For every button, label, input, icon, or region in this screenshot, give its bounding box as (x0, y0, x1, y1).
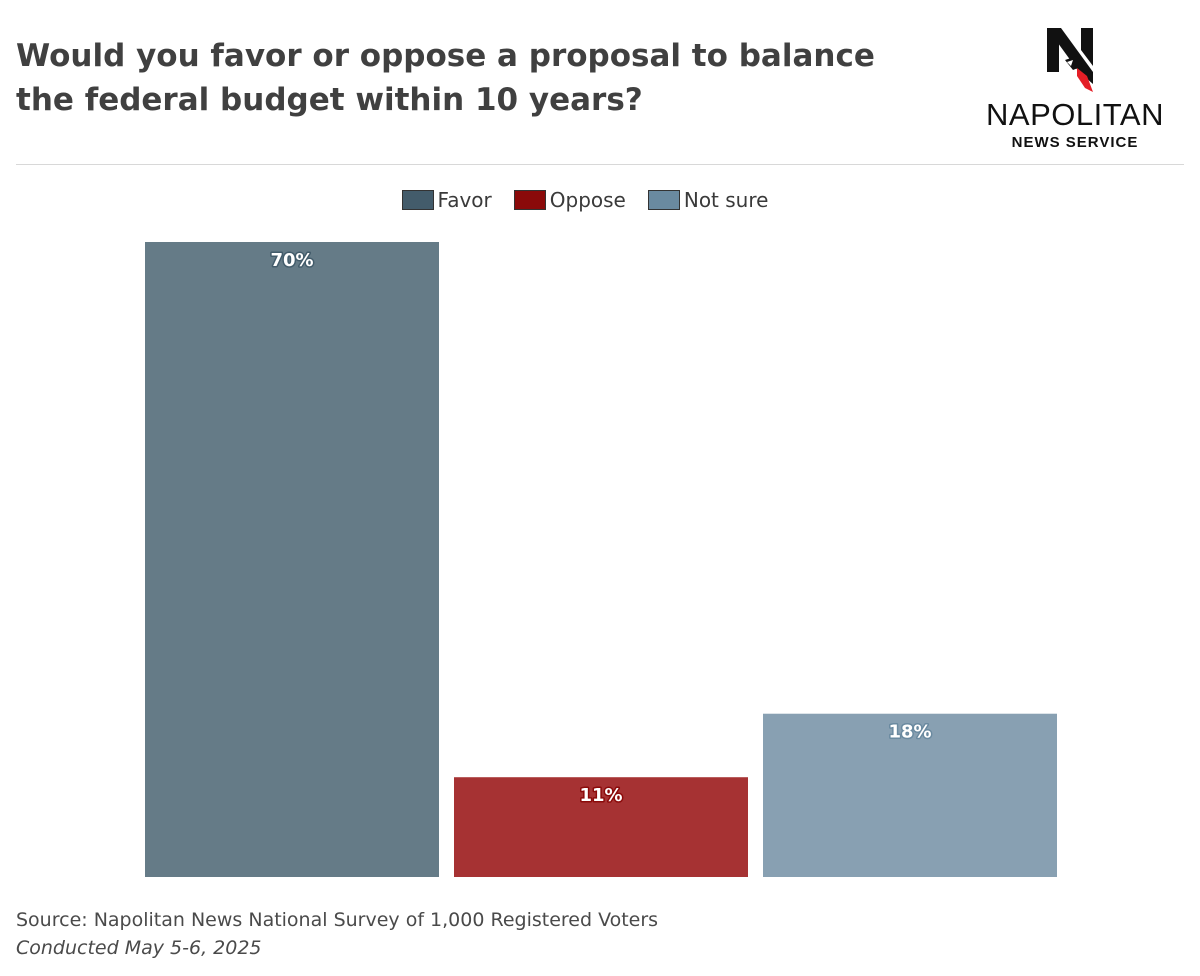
logo-sub-text: NEWS SERVICE (1011, 134, 1139, 151)
header-divider (16, 164, 1184, 165)
bar-not-sure (763, 713, 1057, 877)
conducted-date: Conducted May 5-6, 2025 (16, 937, 262, 959)
legend-item-not-sure: Not sure (647, 188, 769, 212)
napolitan-logo: NAPOLITAN NEWS SERVICE (975, 24, 1175, 154)
napolitan-n-eagle-icon (1047, 28, 1093, 92)
legend-label-oppose: Oppose (549, 188, 626, 212)
bar-favor (145, 242, 439, 877)
source-note: Source: Napolitan News National Survey o… (16, 909, 659, 931)
legend-item-favor: Favor (401, 188, 492, 212)
chart-title: Would you favor or oppose a proposal to … (16, 38, 875, 118)
logo-brand-text: NAPOLITAN (986, 97, 1164, 132)
bar-label-oppose: 11% (579, 785, 622, 806)
legend-item-oppose: Oppose (513, 188, 626, 212)
chart-legend: Favor Oppose Not sure (0, 188, 1170, 212)
legend-label-favor: Favor (437, 188, 492, 212)
legend-swatch-oppose (513, 190, 546, 210)
legend-swatch-not-sure (647, 190, 680, 210)
legend-swatch-favor (401, 190, 434, 210)
bar-label-favor: 70% (270, 250, 313, 271)
bar-label-not-sure: 18% (888, 722, 931, 743)
bar-oppose (454, 777, 748, 877)
legend-label-not-sure: Not sure (683, 188, 769, 212)
chart-footer: Source: Napolitan News National Survey o… (16, 906, 658, 962)
